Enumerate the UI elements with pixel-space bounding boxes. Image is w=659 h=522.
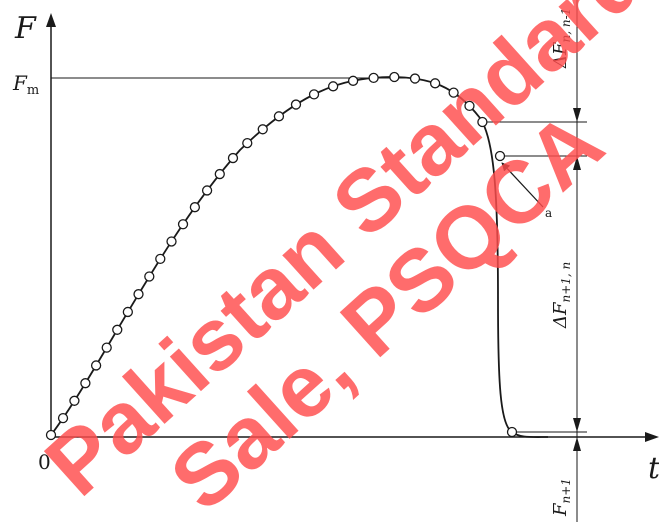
f-next-symbol: F	[550, 502, 571, 517]
y-axis-label: F	[14, 11, 37, 46]
sample-marker	[257, 124, 268, 135]
sample-marker	[506, 426, 518, 438]
sample-marker	[308, 89, 320, 100]
sample-marker	[477, 116, 488, 128]
sample-marker	[189, 202, 201, 213]
delta-top-subscript: n, n-1	[559, 8, 573, 43]
x-axis-label: t	[648, 451, 659, 486]
dim-arrow-4	[573, 437, 581, 451]
delta-bottom-label: ΔFn+1, n	[550, 262, 573, 329]
sample-marker	[101, 342, 112, 353]
dim-arrow-2	[573, 156, 581, 170]
delta-top-label: ΔFn, n-1	[550, 8, 573, 69]
delta-bottom-subscript: n+1, n	[559, 262, 573, 303]
sample-marker	[144, 271, 155, 282]
sample-marker	[494, 150, 506, 162]
sample-marker	[122, 306, 133, 318]
sample-marker	[327, 81, 339, 92]
sample-marker	[45, 429, 57, 441]
sample-marker	[166, 236, 177, 247]
svg-text:ΔFn, n-1: ΔFn, n-1	[550, 8, 573, 69]
sample-marker	[112, 324, 123, 335]
sample-marker	[368, 72, 379, 84]
fmax-subscript: m	[27, 83, 39, 98]
fmax-symbol: F	[12, 71, 28, 95]
sample-marker	[80, 378, 91, 389]
sample-marker	[155, 253, 166, 265]
sample-marker	[464, 100, 475, 112]
sample-marker	[177, 219, 189, 230]
sample-marker	[133, 289, 144, 300]
sample-marker	[227, 152, 239, 164]
sample-marker	[242, 137, 253, 149]
sample-marker	[214, 168, 225, 180]
sample-marker	[57, 412, 69, 424]
dim-arrow-3	[573, 418, 581, 432]
sample-marker	[448, 87, 459, 98]
svg-text:Fn+1: Fn+1	[550, 478, 573, 517]
annotation-arrow	[501, 162, 544, 208]
sample-marker	[201, 185, 213, 196]
svg-text:ΔFn+1, n: ΔFn+1, n	[550, 262, 573, 329]
f-next-label: Fn+1	[550, 478, 573, 517]
sample-marker	[273, 111, 285, 122]
origin-label: 0	[38, 450, 51, 474]
f-next-subscript: n+1	[559, 478, 573, 503]
sample-marker	[429, 78, 441, 89]
sample-marker	[409, 73, 421, 84]
sample-marker	[389, 71, 400, 83]
x-axis-arrow	[645, 432, 659, 442]
annotation-label: a	[545, 206, 552, 220]
delta-bottom-symbol: ΔF	[550, 301, 571, 329]
sample-marker	[90, 360, 102, 371]
sample-marker	[347, 75, 359, 86]
sample-markers	[45, 71, 518, 441]
fmax-label: Fm	[12, 71, 39, 98]
y-axis-arrow	[46, 13, 56, 27]
delta-top-symbol: ΔF	[550, 41, 571, 69]
dim-arrow-1	[573, 108, 581, 122]
sample-marker	[69, 395, 80, 406]
sample-marker	[290, 99, 302, 110]
